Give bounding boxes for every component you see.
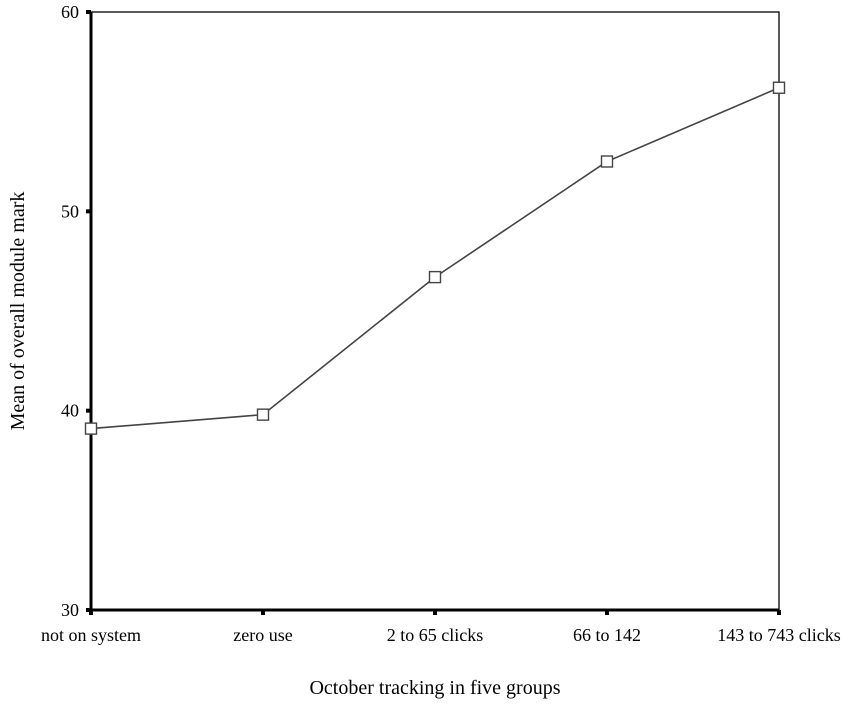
x-tick-label-3: 66 to 142 <box>573 625 641 645</box>
data-point-2 <box>428 270 442 284</box>
data-point-0 <box>84 422 98 435</box>
series-layer <box>84 81 786 435</box>
y-tick-label-3: 60 <box>61 2 79 22</box>
series-line <box>90 87 780 430</box>
y-tick-label-2: 50 <box>61 201 79 221</box>
y-tick-label-1: 40 <box>61 401 79 421</box>
y-axis-ticks: 30 40 50 60 <box>61 2 91 620</box>
x-tick-label-4: 143 to 743 clicks <box>717 625 841 645</box>
x-axis-ticks: not on system zero use 2 to 65 clicks 66 to… <box>41 610 841 645</box>
x-tick-label-2: 2 to 65 clicks <box>387 625 484 645</box>
y-tick-label-0: 30 <box>61 600 79 620</box>
data-point-1 <box>256 408 270 421</box>
data-point-3 <box>600 155 614 168</box>
x-tick-label-1: zero use <box>233 625 292 645</box>
data-point-4 <box>772 81 786 94</box>
x-tick-label-0: not on system <box>41 625 141 645</box>
y-axis-title: Mean of overall module mark <box>7 192 29 431</box>
plot-frame <box>90 11 780 611</box>
x-axis-title: October tracking in five groups <box>309 677 560 699</box>
